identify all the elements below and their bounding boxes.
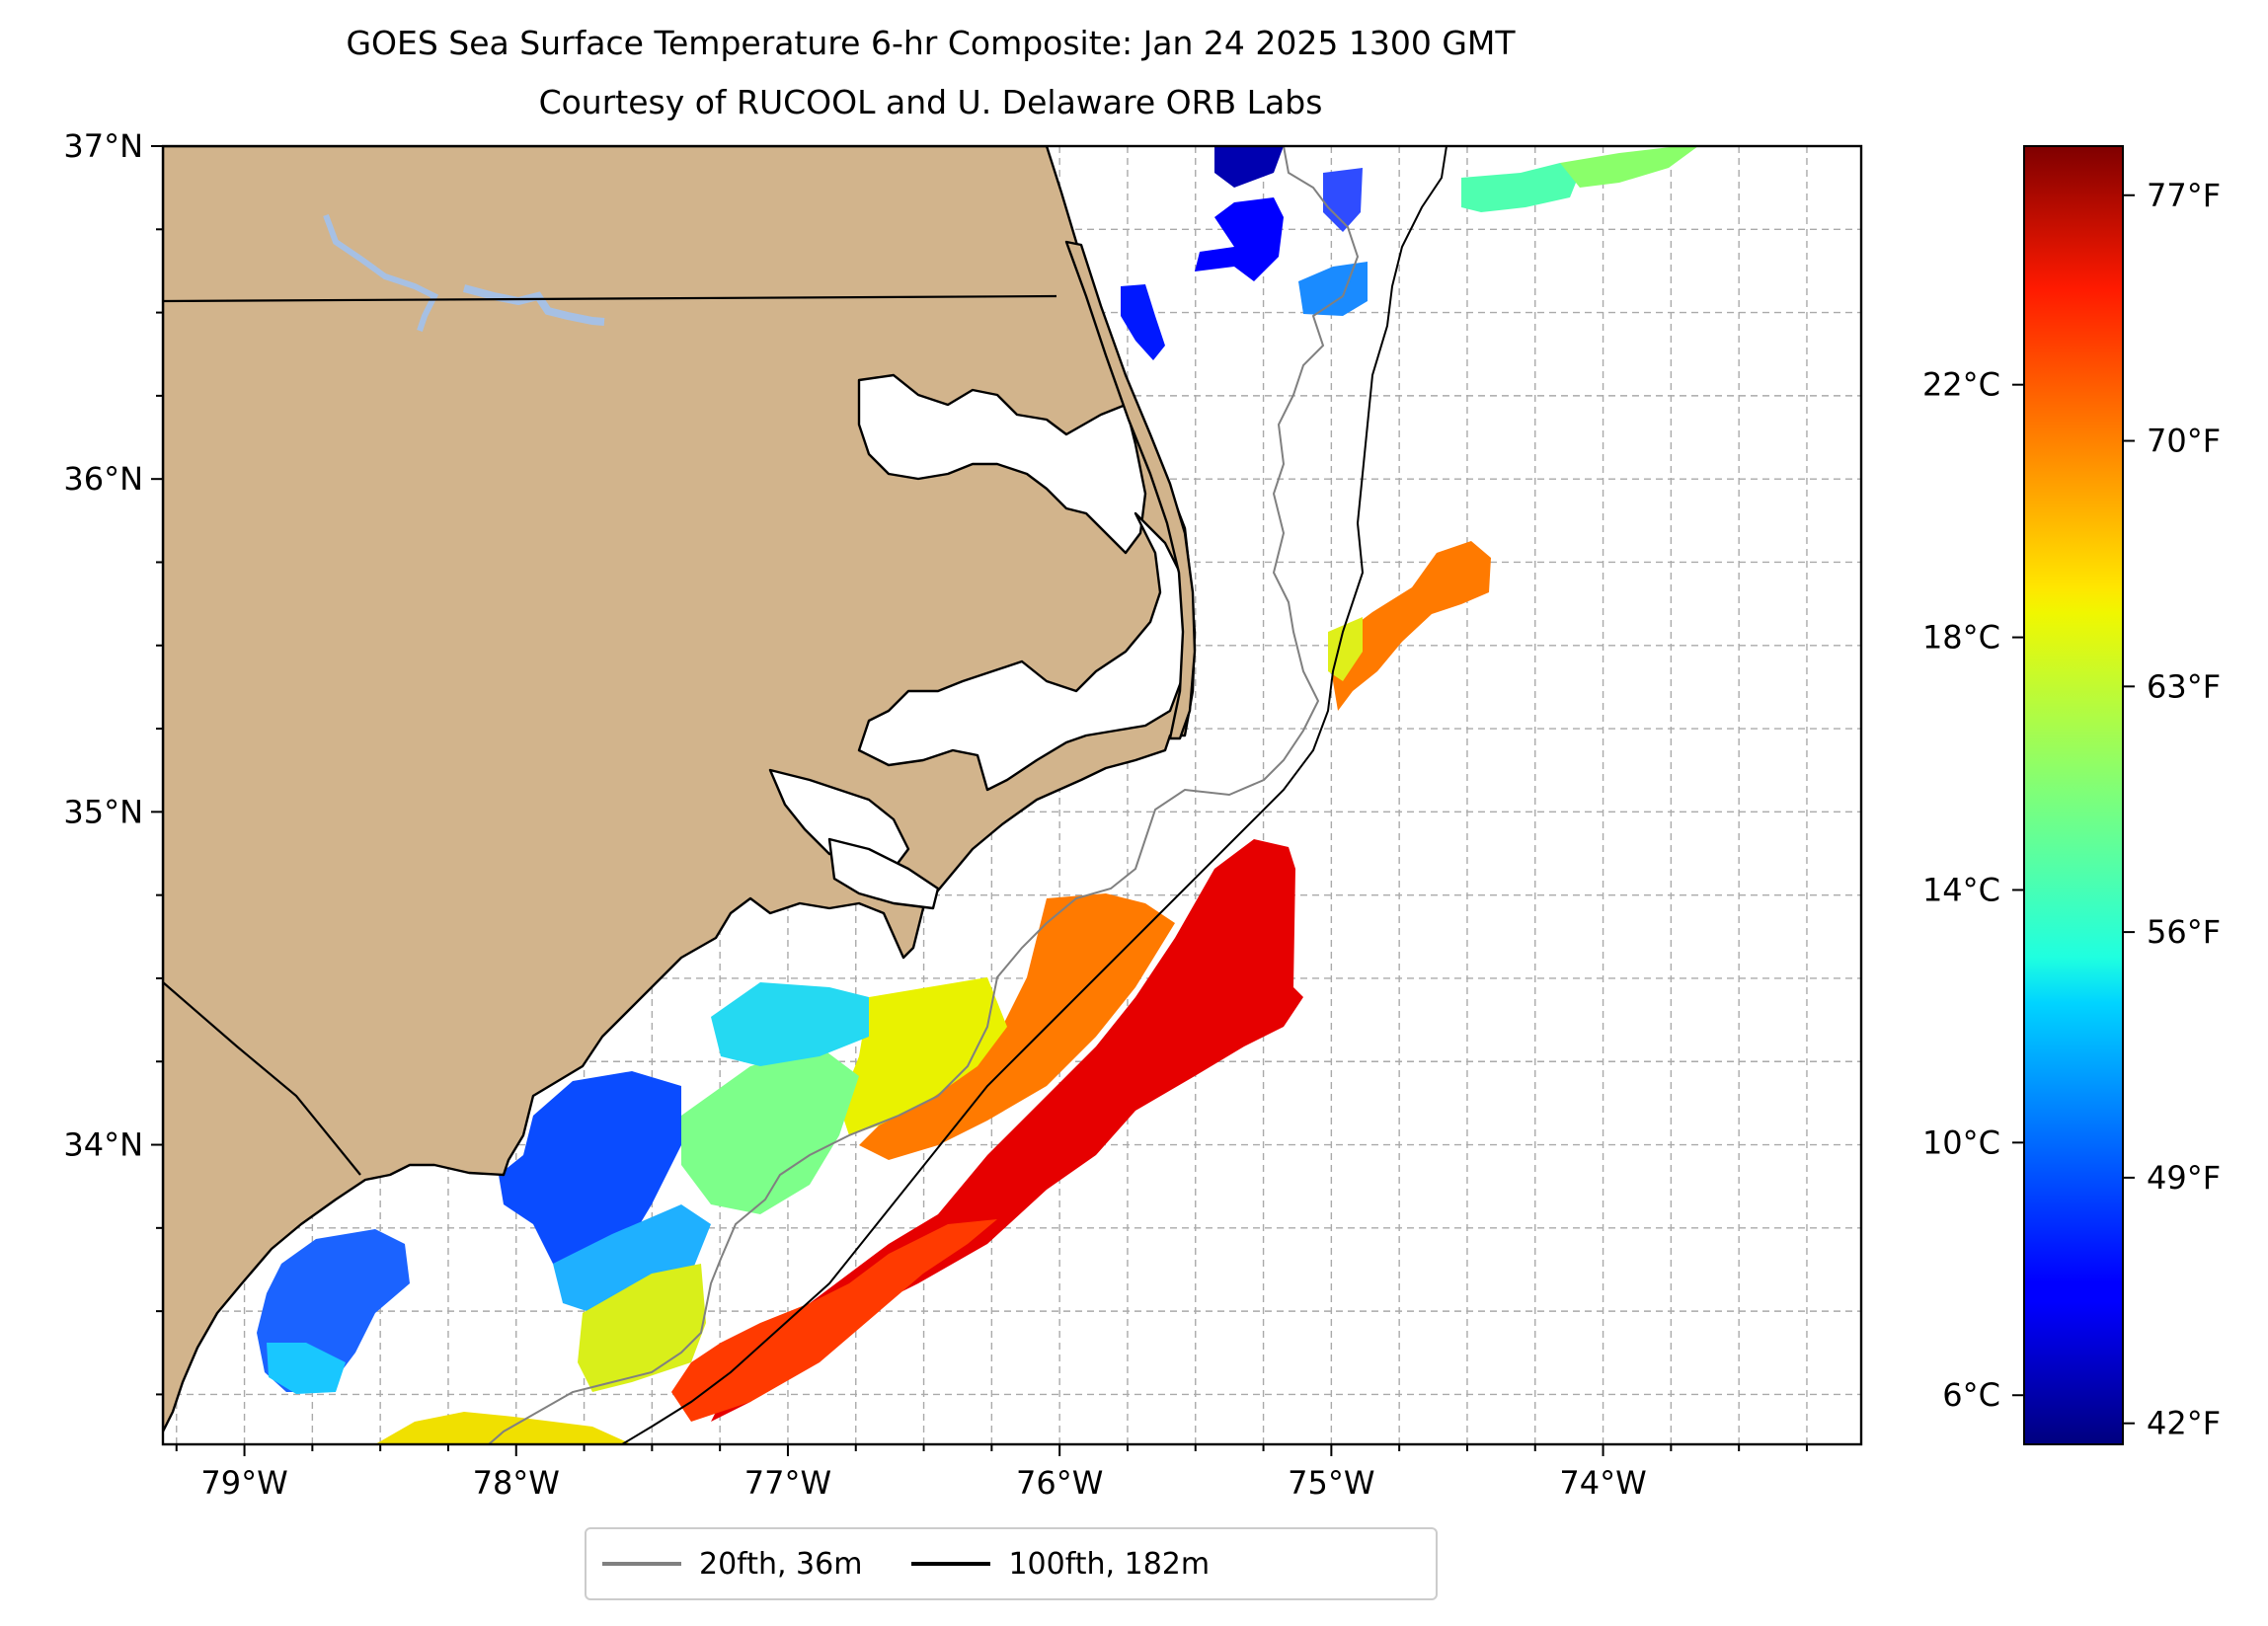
legend-swatch-100fth	[911, 1562, 991, 1566]
lon-tick-label: 77°W	[744, 1464, 831, 1502]
lon-tick-label: 78°W	[473, 1464, 560, 1502]
fahrenheit-tick-label: 56°F	[2147, 913, 2221, 951]
nc-sc-border	[163, 981, 361, 1176]
sst-patch-blue-ne	[1323, 168, 1363, 232]
lat-tick-label: 37°N	[63, 127, 143, 165]
colorbar: 6°C 10°C 14°C 18°C 22°C 42°F 49°F 56°F 63°F 70°F…	[1922, 145, 2221, 1445]
map-title: GOES Sea Surface Temperature 6-hr Compos…	[346, 24, 1516, 62]
sst-patch-cyan-onslow	[553, 1204, 711, 1313]
celsius-tick-label: 10°C	[1922, 1123, 2000, 1161]
sst-patch-yellow-onslow	[578, 1264, 706, 1392]
fahrenheit-tick-label: 70°F	[2147, 423, 2221, 460]
lon-tick-label: 75°W	[1288, 1464, 1374, 1502]
sst-patch-yellow-shelf	[839, 977, 1007, 1135]
sst-patch-green-ne	[1560, 146, 1698, 188]
sst-patch-blue-small	[1121, 284, 1165, 360]
sst-patch-cyan-north	[711, 982, 869, 1066]
colorbar-celsius-ticks: 6°C 10°C 14°C 18°C 22°C	[1922, 366, 2024, 1414]
latitude-ticks: 34°N 35°N 36°N 37°N	[63, 127, 163, 1396]
map-frame	[161, 144, 1863, 1446]
fahrenheit-tick-label: 63°F	[2147, 667, 2221, 705]
colorbar-gradient	[2023, 145, 2124, 1445]
fahrenheit-tick-label: 77°F	[2147, 177, 2221, 214]
outer-banks-north	[1064, 240, 1197, 740]
lakes-layer	[323, 213, 605, 332]
legend-item-100fth: 100fth, 182m	[901, 1547, 1210, 1582]
legend-swatch-20fth	[602, 1562, 681, 1566]
borders-layer	[163, 294, 1057, 1176]
colorbar-fahrenheit-ticks: 42°F 49°F 56°F 63°F 70°F 77°F	[2123, 177, 2221, 1442]
sst-patch-orange-hatteras	[1333, 541, 1491, 711]
isobath-legend: 20fth, 36m 100fth, 182m	[585, 1527, 1438, 1600]
celsius-tick-label: 14°C	[1922, 871, 2000, 908]
legend-label-100fth: 100fth, 182m	[1008, 1546, 1211, 1582]
lake-kerr	[323, 213, 439, 332]
lat-tick-label: 35°N	[63, 793, 143, 830]
sound-water-pamlico	[857, 511, 1192, 792]
sound-water-core	[827, 837, 940, 910]
lat-tick-label: 34°N	[63, 1126, 143, 1164]
sst-patch-green	[681, 1046, 859, 1214]
sst-patch-red-band	[671, 1219, 997, 1422]
sst-patch-blue-north	[1195, 197, 1284, 281]
sst-data-layer	[257, 146, 1698, 1444]
celsius-tick-label: 6°C	[1942, 1376, 2000, 1414]
celsius-tick-label: 22°C	[1922, 366, 2000, 404]
sound-water-neuse	[768, 768, 910, 871]
fahrenheit-tick-label: 42°F	[2147, 1405, 2221, 1442]
legend-item-20fth: 20fth, 36m	[592, 1547, 862, 1582]
lake-gaston	[462, 284, 605, 326]
sst-patch-navy-north	[1214, 146, 1284, 188]
sst-patch-mint-ne	[1461, 163, 1580, 212]
sst-patch-yellow-hatteras	[1328, 617, 1363, 681]
lon-tick-label: 74°W	[1559, 1464, 1646, 1502]
map-panel: 79°W 78°W 77°W 76°W 75°W 74°W 34°N 35°N 36°N 37°…	[63, 127, 1863, 1502]
map-subtitle: Courtesy of RUCOOL and U. Delaware ORB L…	[538, 83, 1323, 121]
land-layer	[163, 146, 1197, 1433]
nc-va-border	[163, 294, 1057, 303]
longitude-ticks: 79°W 78°W 77°W 76°W 75°W 74°W	[175, 1444, 1808, 1502]
lat-tick-label: 36°N	[63, 460, 143, 498]
fahrenheit-tick-label: 49°F	[2147, 1159, 2221, 1197]
isobath-100fth	[621, 146, 1447, 1444]
celsius-tick-label: 18°C	[1922, 619, 2000, 657]
lon-tick-label: 79°W	[200, 1464, 287, 1502]
sst-patch-yellow-south	[375, 1412, 632, 1444]
sst-patch-cyan-longbay	[267, 1343, 346, 1394]
legend-label-20fth: 20fth, 36m	[699, 1546, 863, 1582]
sound-water-albemarle	[857, 373, 1147, 555]
isobath-20fth	[488, 146, 1360, 1444]
lon-tick-label: 76°W	[1016, 1464, 1103, 1502]
